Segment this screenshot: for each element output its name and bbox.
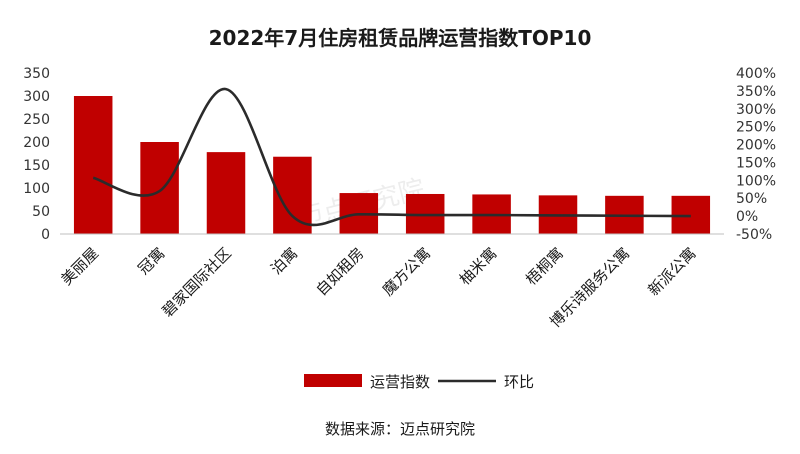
y-right-tick-label: 300%: [736, 102, 776, 118]
y-right-tick-label: 350%: [736, 84, 776, 100]
x-tick-label: 自如租房: [312, 244, 367, 299]
y-right-tick-label: 400%: [736, 66, 776, 82]
line-series-huanbi: [92, 87, 691, 227]
x-tick-label: 梧桐寓: [522, 244, 567, 289]
y-left-tick-label: 300: [23, 89, 50, 105]
x-tick-label: 碧家国际社区: [158, 244, 234, 320]
y-left-tick-label: 50: [32, 204, 50, 220]
x-tick-label: 泊寓: [267, 244, 301, 278]
x-tick-label: 冠寓: [134, 244, 168, 278]
legend-label-line: 环比: [504, 373, 534, 391]
legend-label-bar: 运营指数: [370, 373, 430, 391]
y-left-tick-label: 0: [41, 227, 50, 243]
y-left-tick-label: 250: [23, 112, 50, 128]
x-tick-label: 新派公寓: [644, 244, 699, 299]
y-right-tick-label: 50%: [736, 191, 767, 207]
bar: [73, 96, 113, 234]
source-note: 数据来源：迈点研究院: [324, 420, 475, 438]
y-left-tick-label: 200: [23, 135, 50, 151]
x-tick-label: 魔方公寓: [379, 244, 434, 299]
y-right-tick-label: 200%: [736, 138, 776, 154]
bar: [140, 142, 179, 234]
x-tick-label: 柚米寓: [456, 244, 501, 289]
x-tick-label: 美丽屋: [57, 244, 102, 289]
y-left-tick-label: 350: [23, 66, 50, 82]
chart-title: 2022年7月住房租赁品牌运营指数TOP10: [208, 26, 592, 50]
y-right-tick-label: 150%: [736, 155, 776, 171]
y-right-tick-label: 100%: [736, 173, 776, 189]
bar: [206, 152, 246, 234]
y-right-tick-label: 0%: [736, 209, 758, 225]
y-right-tick-label: 250%: [736, 120, 776, 136]
y-right-tick-label: -50%: [736, 227, 772, 243]
legend-swatch-bar: [304, 374, 362, 387]
y-left-tick-label: 100: [23, 181, 50, 197]
y-left-tick-label: 150: [23, 158, 50, 174]
